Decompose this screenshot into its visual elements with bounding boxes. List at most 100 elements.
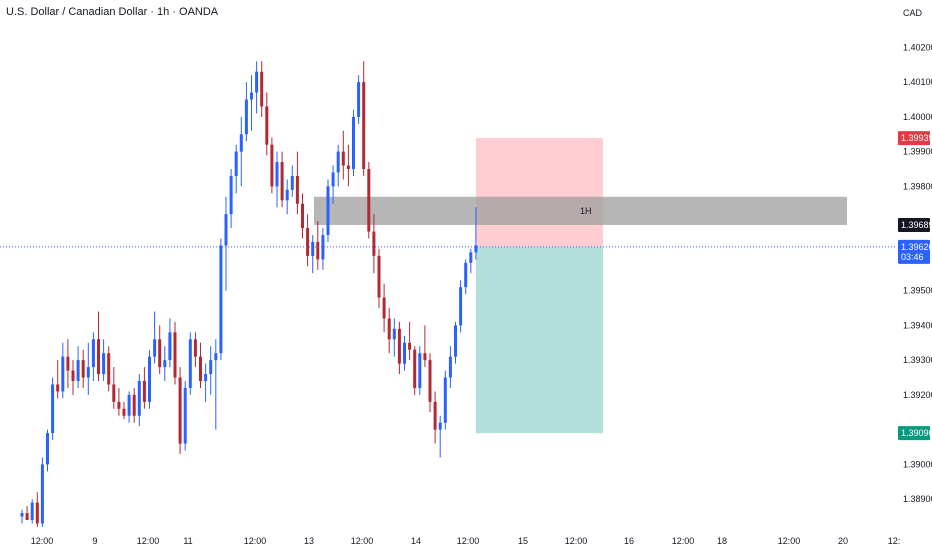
time-tick-label: 18 bbox=[717, 536, 727, 546]
stop-loss-zone[interactable] bbox=[475, 138, 603, 247]
candle-body[interactable] bbox=[51, 384, 55, 434]
candle-body[interactable] bbox=[372, 231, 376, 256]
candle-body[interactable] bbox=[46, 433, 49, 465]
candle-body[interactable] bbox=[260, 71, 264, 107]
candle-body[interactable] bbox=[199, 356, 202, 381]
candle-body[interactable] bbox=[280, 162, 284, 201]
candle-body[interactable] bbox=[454, 325, 457, 357]
candle-body[interactable] bbox=[30, 502, 34, 520]
candle-body[interactable] bbox=[122, 408, 126, 416]
candle-body[interactable] bbox=[163, 360, 167, 368]
candle-body[interactable] bbox=[178, 377, 182, 444]
candle-body[interactable] bbox=[459, 287, 463, 326]
candle-body[interactable] bbox=[301, 203, 304, 229]
candle-body[interactable] bbox=[357, 82, 361, 117]
candle-body[interactable] bbox=[214, 353, 218, 361]
candle-body[interactable] bbox=[341, 151, 345, 166]
candle-body[interactable] bbox=[188, 339, 192, 388]
candle-body[interactable] bbox=[474, 245, 478, 253]
candle-body[interactable] bbox=[224, 214, 228, 246]
candle-body[interactable] bbox=[255, 71, 259, 93]
candle-body[interactable] bbox=[209, 360, 213, 375]
candle-body[interactable] bbox=[112, 384, 116, 402]
candle-body[interactable] bbox=[20, 513, 24, 517]
candle-body[interactable] bbox=[142, 380, 146, 402]
candle-body[interactable] bbox=[66, 356, 70, 371]
candle-body[interactable] bbox=[464, 262, 468, 288]
candle-body[interactable] bbox=[387, 318, 391, 340]
candle-body[interactable] bbox=[336, 151, 340, 173]
supply-zone-rectangle[interactable] bbox=[314, 196, 847, 225]
candle-body[interactable] bbox=[285, 189, 289, 201]
candle-body[interactable] bbox=[91, 339, 95, 368]
candle-body[interactable] bbox=[229, 175, 233, 215]
candle-body[interactable] bbox=[250, 92, 253, 100]
candle-body[interactable] bbox=[168, 332, 172, 361]
candle-body[interactable] bbox=[295, 175, 299, 204]
candle-body[interactable] bbox=[326, 186, 330, 236]
supply-zone-group[interactable]: 1H bbox=[314, 196, 847, 225]
candle-body[interactable] bbox=[137, 380, 141, 416]
candle-body[interactable] bbox=[377, 255, 381, 298]
candle-body[interactable] bbox=[392, 328, 396, 340]
candle-body[interactable] bbox=[148, 356, 151, 402]
candle-body[interactable] bbox=[362, 82, 366, 170]
candle-body[interactable] bbox=[413, 349, 417, 388]
candle-body[interactable] bbox=[275, 162, 279, 187]
candle-body[interactable] bbox=[193, 339, 197, 357]
candle-body[interactable] bbox=[25, 513, 29, 520]
candle-body[interactable] bbox=[127, 394, 131, 416]
candle-body[interactable] bbox=[35, 502, 39, 524]
candle-body[interactable] bbox=[239, 134, 243, 152]
candle-body[interactable] bbox=[352, 116, 355, 170]
candle-body[interactable] bbox=[61, 356, 65, 392]
candle-body[interactable] bbox=[102, 353, 106, 375]
candle-body[interactable] bbox=[158, 339, 162, 368]
time-tick-label: 12:00 bbox=[778, 536, 801, 546]
candle-body[interactable] bbox=[433, 401, 437, 430]
position-tool[interactable] bbox=[475, 138, 603, 434]
candle-body[interactable] bbox=[117, 401, 121, 409]
candle-body[interactable] bbox=[290, 175, 294, 190]
candle-body[interactable] bbox=[153, 339, 157, 357]
candle-body[interactable] bbox=[428, 360, 432, 402]
candle-body[interactable] bbox=[107, 353, 111, 385]
candle-body[interactable] bbox=[132, 394, 136, 416]
candle-body[interactable] bbox=[443, 377, 447, 423]
take-profit-zone[interactable] bbox=[475, 246, 603, 434]
candle-body[interactable] bbox=[173, 332, 177, 378]
candle-body[interactable] bbox=[418, 353, 422, 388]
currency-label: CAD bbox=[903, 8, 923, 18]
candle-body[interactable] bbox=[270, 144, 274, 187]
candle-body[interactable] bbox=[76, 360, 80, 381]
candle-body[interactable] bbox=[408, 342, 412, 350]
candle-body[interactable] bbox=[306, 228, 310, 256]
candle-body[interactable] bbox=[403, 342, 406, 364]
candle-body[interactable] bbox=[311, 241, 315, 256]
candle-body[interactable] bbox=[81, 360, 85, 378]
candle-body[interactable] bbox=[97, 339, 100, 375]
candle-body[interactable] bbox=[448, 356, 452, 378]
candle-body[interactable] bbox=[367, 169, 371, 232]
candle-body[interactable] bbox=[321, 235, 325, 260]
candle-body[interactable] bbox=[265, 106, 269, 145]
candle-body[interactable] bbox=[469, 252, 473, 263]
candle-body[interactable] bbox=[71, 370, 75, 381]
candle-body[interactable] bbox=[86, 367, 90, 378]
candle-body[interactable] bbox=[183, 387, 187, 444]
candle-body[interactable] bbox=[397, 328, 401, 364]
candle-body[interactable] bbox=[40, 464, 44, 524]
candle-body[interactable] bbox=[234, 151, 238, 176]
candle-body[interactable] bbox=[382, 297, 386, 319]
candle-body[interactable] bbox=[316, 241, 320, 260]
candle-body[interactable] bbox=[219, 245, 223, 354]
candle-body[interactable] bbox=[423, 353, 427, 361]
candle-body[interactable] bbox=[331, 172, 335, 187]
candle-body[interactable] bbox=[204, 374, 208, 381]
candle-body[interactable] bbox=[56, 384, 60, 392]
candle-body[interactable] bbox=[244, 99, 248, 135]
candle-body[interactable] bbox=[438, 422, 442, 430]
candle-body[interactable] bbox=[346, 165, 350, 170]
